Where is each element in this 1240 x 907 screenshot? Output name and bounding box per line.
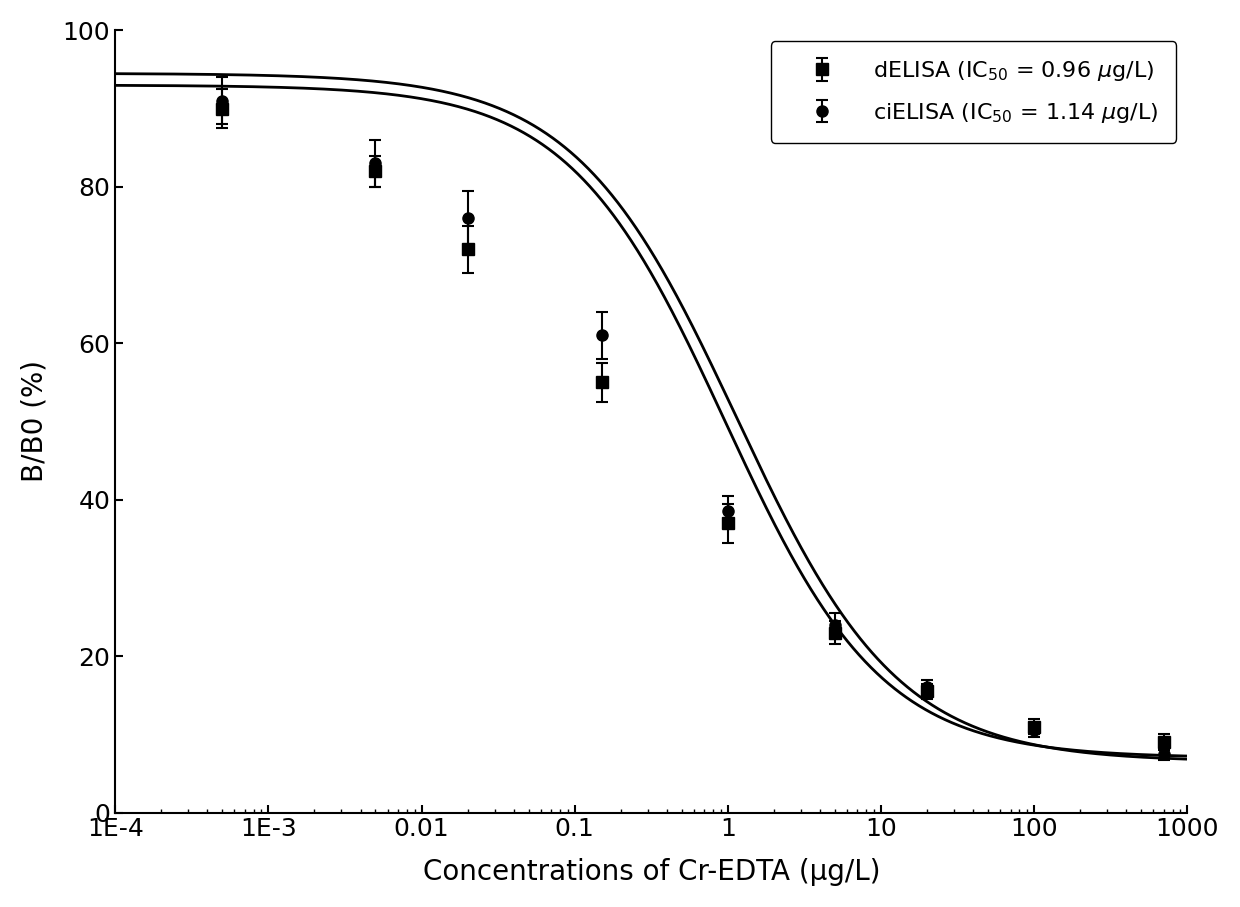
- X-axis label: Concentrations of Cr-EDTA (μg/L): Concentrations of Cr-EDTA (μg/L): [423, 858, 880, 886]
- Y-axis label: B/B0 (%): B/B0 (%): [21, 360, 48, 483]
- Legend: dELISA (IC$_{50}$ = 0.96 $\mu$g/L), ciELISA (IC$_{50}$ = 1.14 $\mu$g/L): dELISA (IC$_{50}$ = 0.96 $\mu$g/L), ciEL…: [771, 42, 1177, 142]
